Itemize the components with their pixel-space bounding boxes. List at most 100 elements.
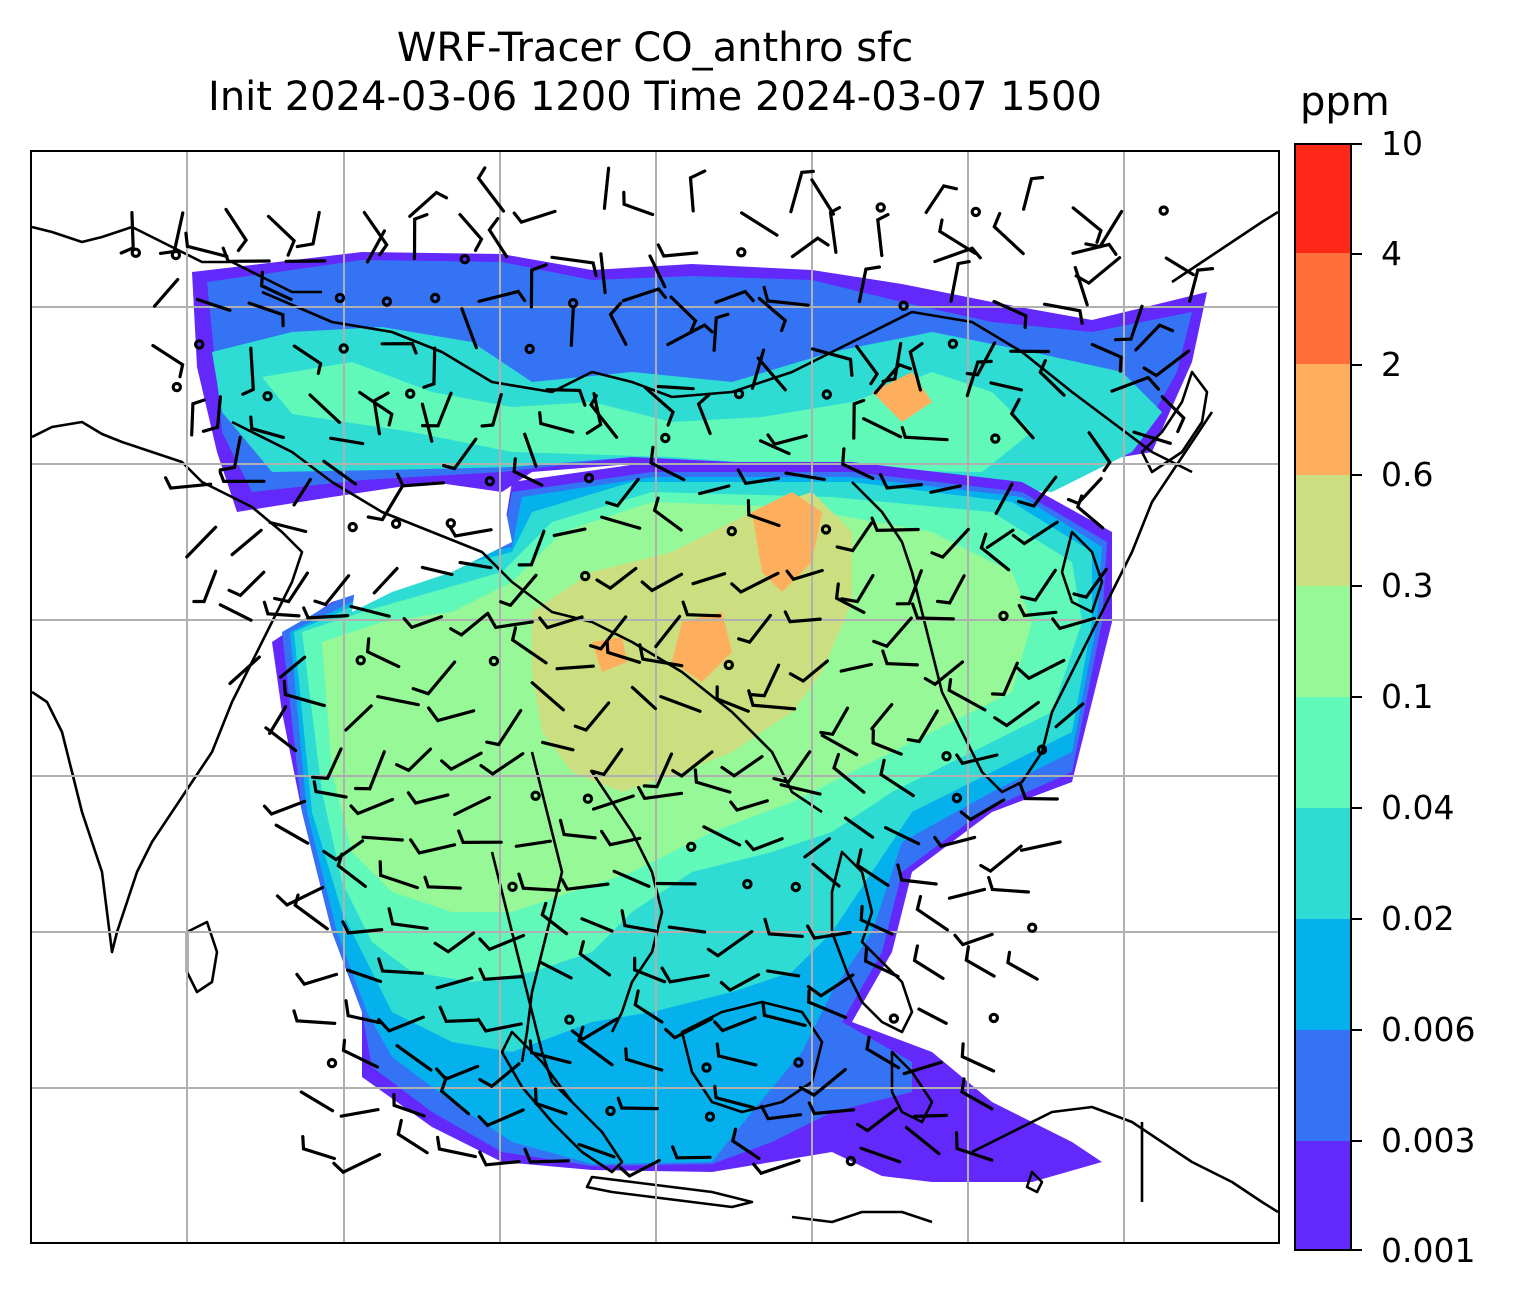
wind-barb — [810, 347, 854, 377]
wind-barb — [960, 1042, 996, 1073]
wind-barb — [185, 525, 218, 559]
wind-barb — [979, 532, 1011, 572]
wind-barb — [538, 411, 575, 434]
wind-calm-marker — [355, 655, 366, 666]
wind-barb — [1075, 494, 1105, 530]
wind-barb — [602, 166, 611, 210]
map-panel[interactable] — [30, 150, 1280, 1244]
wind-barb — [855, 1106, 899, 1133]
wind-barb — [1054, 702, 1085, 729]
wind-barb — [936, 574, 966, 605]
colorbar-tick — [1352, 918, 1362, 920]
wind-calm-marker — [898, 300, 909, 311]
wind-barb — [834, 582, 866, 614]
wind-barb — [992, 299, 1028, 329]
wind-barb — [766, 433, 808, 447]
wind-calm-marker — [723, 659, 735, 671]
wind-barb — [439, 1076, 471, 1116]
wind-barb — [930, 527, 970, 559]
wind-barb — [989, 381, 1023, 392]
wind-barb — [152, 278, 180, 308]
wind-calm-marker — [338, 343, 349, 354]
colorbar-tick — [1352, 696, 1362, 698]
wind-barb — [313, 574, 351, 607]
wind-barb — [224, 207, 249, 253]
wind-barb — [630, 685, 657, 711]
wind-barb — [458, 560, 493, 570]
wind-calm-marker — [488, 655, 500, 667]
wind-calm-marker — [793, 1057, 804, 1068]
wind-barb — [119, 211, 135, 255]
wind-barb — [760, 1104, 803, 1121]
wind-barb — [487, 217, 509, 259]
wind-barb — [715, 1042, 758, 1067]
wind-barb — [712, 312, 730, 352]
wind-barb — [1006, 950, 1039, 981]
wind-barb — [908, 342, 924, 392]
wind-barb — [589, 615, 628, 651]
wind-barb — [580, 917, 614, 933]
wind-barb — [523, 432, 538, 468]
wind-calm-marker — [580, 570, 591, 582]
coast-islands-2 — [791, 1210, 933, 1224]
wind-barb — [752, 1159, 801, 1176]
wind-barb — [622, 190, 655, 217]
wind-barb — [349, 604, 391, 618]
wind-barb — [273, 571, 309, 604]
wind-barb — [702, 825, 742, 847]
colorbar-tick — [1352, 1249, 1362, 1251]
wind-barb — [322, 839, 365, 862]
wind-barb — [715, 685, 750, 713]
wind-barb — [589, 394, 619, 439]
wind-barb — [992, 211, 1025, 256]
wind-calm-marker — [845, 1155, 857, 1167]
wind-barb — [913, 1113, 948, 1118]
wind-barb — [420, 565, 454, 577]
wind-barb — [227, 570, 266, 598]
wind-barb — [859, 904, 894, 936]
wind-calm-marker — [390, 518, 402, 529]
wind-barb — [249, 415, 285, 439]
wind-calm-marker — [990, 433, 1001, 444]
wind-barb — [411, 660, 457, 696]
wind-barb — [517, 872, 561, 892]
wind-barb — [955, 753, 999, 766]
colorbar-segment — [1294, 143, 1350, 253]
wind-barb — [423, 875, 462, 890]
wind-barb — [790, 236, 830, 259]
wind-barb — [477, 1108, 525, 1128]
wind-barb — [514, 839, 552, 848]
wind-calm-marker — [459, 253, 470, 265]
wind-barb — [293, 893, 329, 931]
coast-philippines — [830, 850, 914, 1034]
wind-barb — [349, 797, 395, 816]
border-himalaya — [261, 290, 1193, 474]
wind-barb — [262, 600, 301, 618]
wind-barb — [259, 270, 293, 301]
wind-barb — [660, 966, 710, 984]
colorbar-tick — [1352, 364, 1362, 366]
wind-calm-marker — [507, 881, 518, 893]
wind-barb — [395, 1044, 433, 1072]
wind-barb — [458, 213, 484, 252]
wind-barb — [876, 213, 890, 258]
coast-malay — [490, 851, 573, 1103]
coast-java — [585, 1175, 754, 1209]
wind-barb — [965, 359, 993, 398]
wind-barb — [433, 931, 476, 954]
wind-barb — [344, 999, 381, 1025]
colorbar-border — [1294, 143, 1352, 1251]
wind-barb — [476, 166, 506, 213]
wind-barb — [835, 521, 873, 553]
wind-calm-marker — [582, 793, 594, 804]
wind-barb — [282, 679, 326, 708]
wind-calm-marker — [484, 476, 495, 487]
wind-calm-marker — [951, 792, 963, 804]
wind-barb — [664, 1017, 714, 1040]
wind-barb — [649, 445, 686, 482]
wind-barb — [924, 184, 958, 214]
wind-barb — [832, 752, 866, 794]
wind-barb — [839, 662, 873, 673]
wind-barb — [896, 863, 938, 886]
wind-barb — [912, 944, 945, 980]
